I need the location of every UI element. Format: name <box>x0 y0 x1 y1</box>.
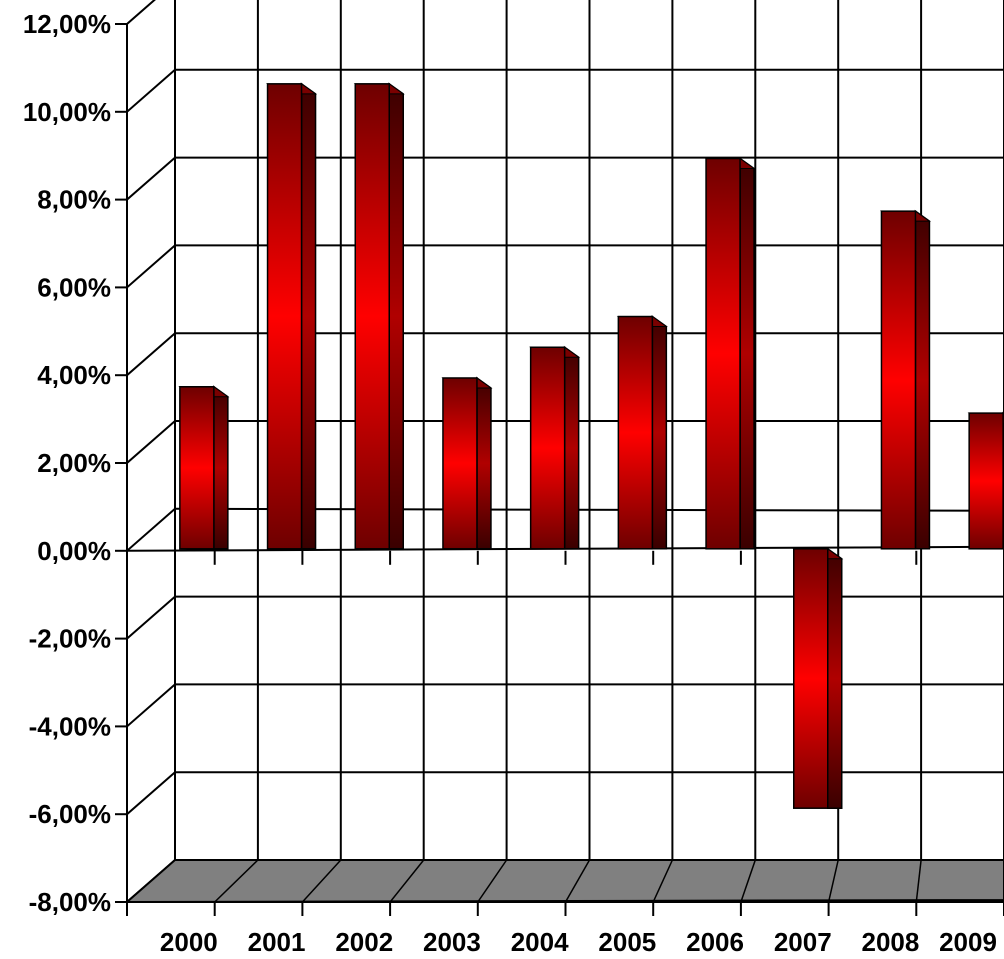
floor-divider <box>827 859 839 903</box>
side-gridline <box>126 156 176 201</box>
bar-side-face <box>300 82 317 550</box>
bar-front-face <box>793 548 829 809</box>
bar <box>353 82 405 550</box>
floor-plane <box>124 859 1004 904</box>
bar <box>792 547 844 809</box>
bar-front-face <box>968 412 1004 550</box>
x-tick-label: 2007 <box>774 927 832 957</box>
bar-side-face <box>914 209 931 550</box>
bar-side-face <box>651 315 668 550</box>
bar <box>704 157 756 550</box>
bar-front-face <box>442 377 478 550</box>
floor-divider <box>915 859 922 903</box>
bar-front-face <box>529 346 566 550</box>
bar-front-face <box>179 386 215 550</box>
side-gridline <box>126 420 176 464</box>
floor-divider <box>301 859 342 903</box>
y-tick-label: -6,00% <box>29 799 111 829</box>
side-gridline <box>126 508 176 552</box>
bar-side-face <box>563 345 580 550</box>
bar <box>879 209 932 550</box>
side-gridline <box>126 595 176 640</box>
bar <box>178 385 230 550</box>
bar-side-face <box>827 547 843 809</box>
bar-front-face <box>880 210 917 550</box>
bar-side-face <box>476 376 492 550</box>
y-tick-label: 8,00% <box>37 185 111 215</box>
side-gridline <box>126 771 176 815</box>
y-tick-label: -2,00% <box>29 624 111 654</box>
y-tick-label: -8,00% <box>29 887 111 917</box>
bar-side-face <box>388 82 404 550</box>
y-tick-label: 0,00% <box>37 536 111 566</box>
floor-divider <box>652 859 674 903</box>
x-tick-label: 2005 <box>598 927 656 957</box>
y-tick-label: 10,00% <box>23 97 111 127</box>
bar-front-face <box>354 83 390 550</box>
side-gridline <box>126 69 176 113</box>
y-tick-label: 6,00% <box>37 272 111 302</box>
bar-side-face <box>739 157 755 550</box>
floor-divider <box>564 859 591 903</box>
bar <box>529 345 581 550</box>
y-tick-label: 12,00% <box>23 9 111 39</box>
bar <box>616 315 668 550</box>
y-tick-label: 4,00% <box>37 360 111 390</box>
bar-front-face <box>705 157 741 550</box>
bar-side-face <box>213 385 229 550</box>
y-tick-label: -4,00% <box>29 711 111 741</box>
x-tick-label: 2009 <box>939 927 997 957</box>
floor-divider <box>477 859 508 903</box>
bar <box>265 82 318 550</box>
x-tick-label: 2002 <box>335 927 393 957</box>
x-tick-label: 2000 <box>160 927 218 957</box>
side-gridline <box>126 244 176 289</box>
floor-divider <box>389 859 425 903</box>
side-gridline <box>126 332 176 376</box>
floor-divider <box>214 859 259 903</box>
x-tick-label: 2004 <box>511 927 569 957</box>
side-gridline <box>126 0 156 25</box>
bar-front-face <box>266 83 303 550</box>
floor-divider <box>740 859 757 903</box>
bar-front-face <box>617 315 654 550</box>
y-tick-label: 2,00% <box>37 448 111 478</box>
bar <box>441 376 493 550</box>
x-tick-label: 2003 <box>423 927 481 957</box>
x-tick-label: 2008 <box>862 927 920 957</box>
x-tick-label: 2006 <box>686 927 744 957</box>
bar <box>967 411 1004 550</box>
x-tick-label: 2001 <box>248 927 306 957</box>
side-gridline <box>126 683 176 728</box>
